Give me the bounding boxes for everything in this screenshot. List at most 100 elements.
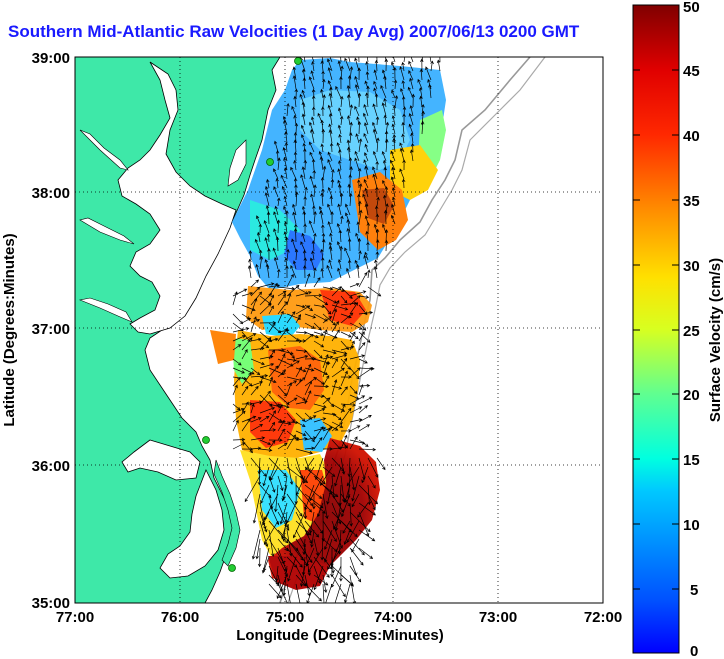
velocity-arrow — [340, 434, 348, 450]
velocity-arrow — [322, 375, 330, 387]
velocity-arrow — [277, 293, 286, 306]
velocity-arrow — [264, 237, 270, 252]
velocity-arrow — [241, 418, 251, 432]
velocity-arrow — [322, 574, 328, 594]
velocity-arrow — [344, 57, 351, 72]
velocity-arrow — [312, 169, 316, 180]
potomac-river — [79, 129, 129, 171]
velocity-arrow — [365, 60, 369, 72]
velocity-arrow — [339, 115, 344, 126]
velocity-arrow — [349, 331, 356, 342]
rappahannock-river — [79, 217, 135, 245]
velocity-arrow — [286, 284, 300, 297]
velocity-arrow — [382, 179, 387, 189]
velocity-arrow — [358, 295, 370, 299]
velocity-arrow — [347, 457, 351, 478]
chesapeake-bay — [117, 61, 237, 335]
velocity-arrow — [372, 128, 378, 144]
velocity-arrow — [281, 185, 288, 198]
velocity-arrow — [283, 167, 288, 180]
velocity-arrow — [286, 583, 291, 603]
velocity-arrow — [349, 547, 364, 566]
velocity-arrow — [357, 179, 361, 189]
velocity-arrow — [232, 367, 245, 374]
velocity-arrow — [364, 203, 369, 216]
velocity-arrow — [349, 192, 353, 207]
velocity-arrow — [313, 426, 324, 441]
velocity-arrow — [304, 367, 315, 372]
velocity-arrow — [292, 211, 297, 225]
velocity-arrow — [420, 120, 425, 135]
velocity-arrow — [277, 286, 296, 291]
velocity-arrow — [283, 119, 288, 135]
velocity-arrow — [346, 139, 351, 153]
velocity-arrow — [376, 137, 380, 153]
velocity-arrow — [376, 239, 380, 252]
velocity-arrow — [268, 583, 282, 599]
velocity-arrow — [286, 349, 295, 359]
velocity-arrow — [375, 116, 380, 126]
velocity-arrow — [351, 493, 360, 508]
velocity-arrow — [358, 138, 363, 153]
velocity-arrow — [337, 107, 342, 117]
velocity-arrow — [409, 149, 414, 162]
velocity-arrow — [349, 302, 358, 315]
velocity-arrow — [303, 264, 307, 279]
velocity-arrow — [337, 124, 342, 135]
velocity-arrow — [349, 425, 361, 432]
velocity-arrow — [374, 93, 379, 108]
velocity-arrow — [401, 133, 405, 144]
velocity-arrow — [399, 168, 405, 180]
velocity-arrow — [328, 113, 333, 126]
velocity-arrow — [286, 248, 290, 261]
velocity-arrow — [358, 358, 368, 364]
velocity-arrow — [322, 355, 334, 360]
colorbar-tick-label: 15 — [683, 452, 700, 469]
velocity-arrow — [304, 484, 323, 499]
velocity-arrow — [331, 574, 346, 598]
velocity-arrow — [322, 361, 329, 378]
velocity-arrow — [328, 259, 333, 270]
velocity-arrow — [304, 313, 317, 319]
velocity-arrow — [308, 220, 315, 234]
y-axis-label: Latitude (Degrees:Minutes) — [1, 233, 18, 426]
velocity-arrow — [260, 484, 270, 504]
velocity-arrow — [254, 238, 261, 252]
velocity-arrow — [392, 133, 397, 144]
velocity-arrow — [357, 237, 362, 252]
velocity-arrow — [295, 529, 306, 548]
velocity-arrow — [394, 95, 399, 108]
velocity-arrow — [366, 241, 370, 252]
velocity-arrow — [308, 141, 315, 153]
velocity-arrow — [325, 583, 333, 603]
plot-area — [75, 57, 603, 603]
velocity-arrow — [279, 502, 288, 525]
velocity-arrow — [321, 128, 326, 144]
velocity-arrow — [391, 61, 396, 72]
velocity-arrow — [337, 168, 342, 180]
velocity-arrow — [313, 565, 322, 585]
velocity-arrow — [291, 105, 297, 117]
velocity-arrow — [268, 520, 289, 544]
velocity-arrow — [286, 434, 296, 450]
colorbar — [632, 4, 680, 654]
velocity-arrow — [250, 337, 262, 342]
velocity-arrow — [250, 424, 264, 432]
velocity-arrow — [357, 193, 361, 207]
velocity-arrow — [320, 192, 324, 207]
velocity-field — [210, 58, 446, 590]
velocity-arrow — [259, 511, 268, 533]
velocity-arrow — [340, 403, 346, 414]
velocity-arrow — [295, 394, 306, 401]
velocity-arrow — [383, 75, 387, 90]
radar-site-marker — [294, 57, 302, 65]
velocity-arrow — [313, 313, 328, 322]
velocity-arrow — [267, 248, 271, 261]
velocity-arrow — [358, 167, 362, 180]
velocity-arrow — [383, 166, 387, 180]
velocity-arrow — [313, 417, 327, 423]
velocity-arrow — [358, 57, 360, 63]
velocity-arrow — [331, 421, 344, 428]
velocity-arrow — [358, 383, 371, 388]
velocity-arrow — [284, 236, 289, 252]
